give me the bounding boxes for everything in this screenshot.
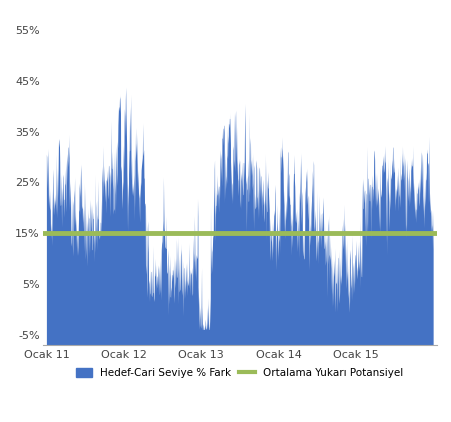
Legend: Hedef-Cari Seviye % Fark, Ortalama Yukarı Potansiyel: Hedef-Cari Seviye % Fark, Ortalama Yukar…	[72, 364, 407, 382]
